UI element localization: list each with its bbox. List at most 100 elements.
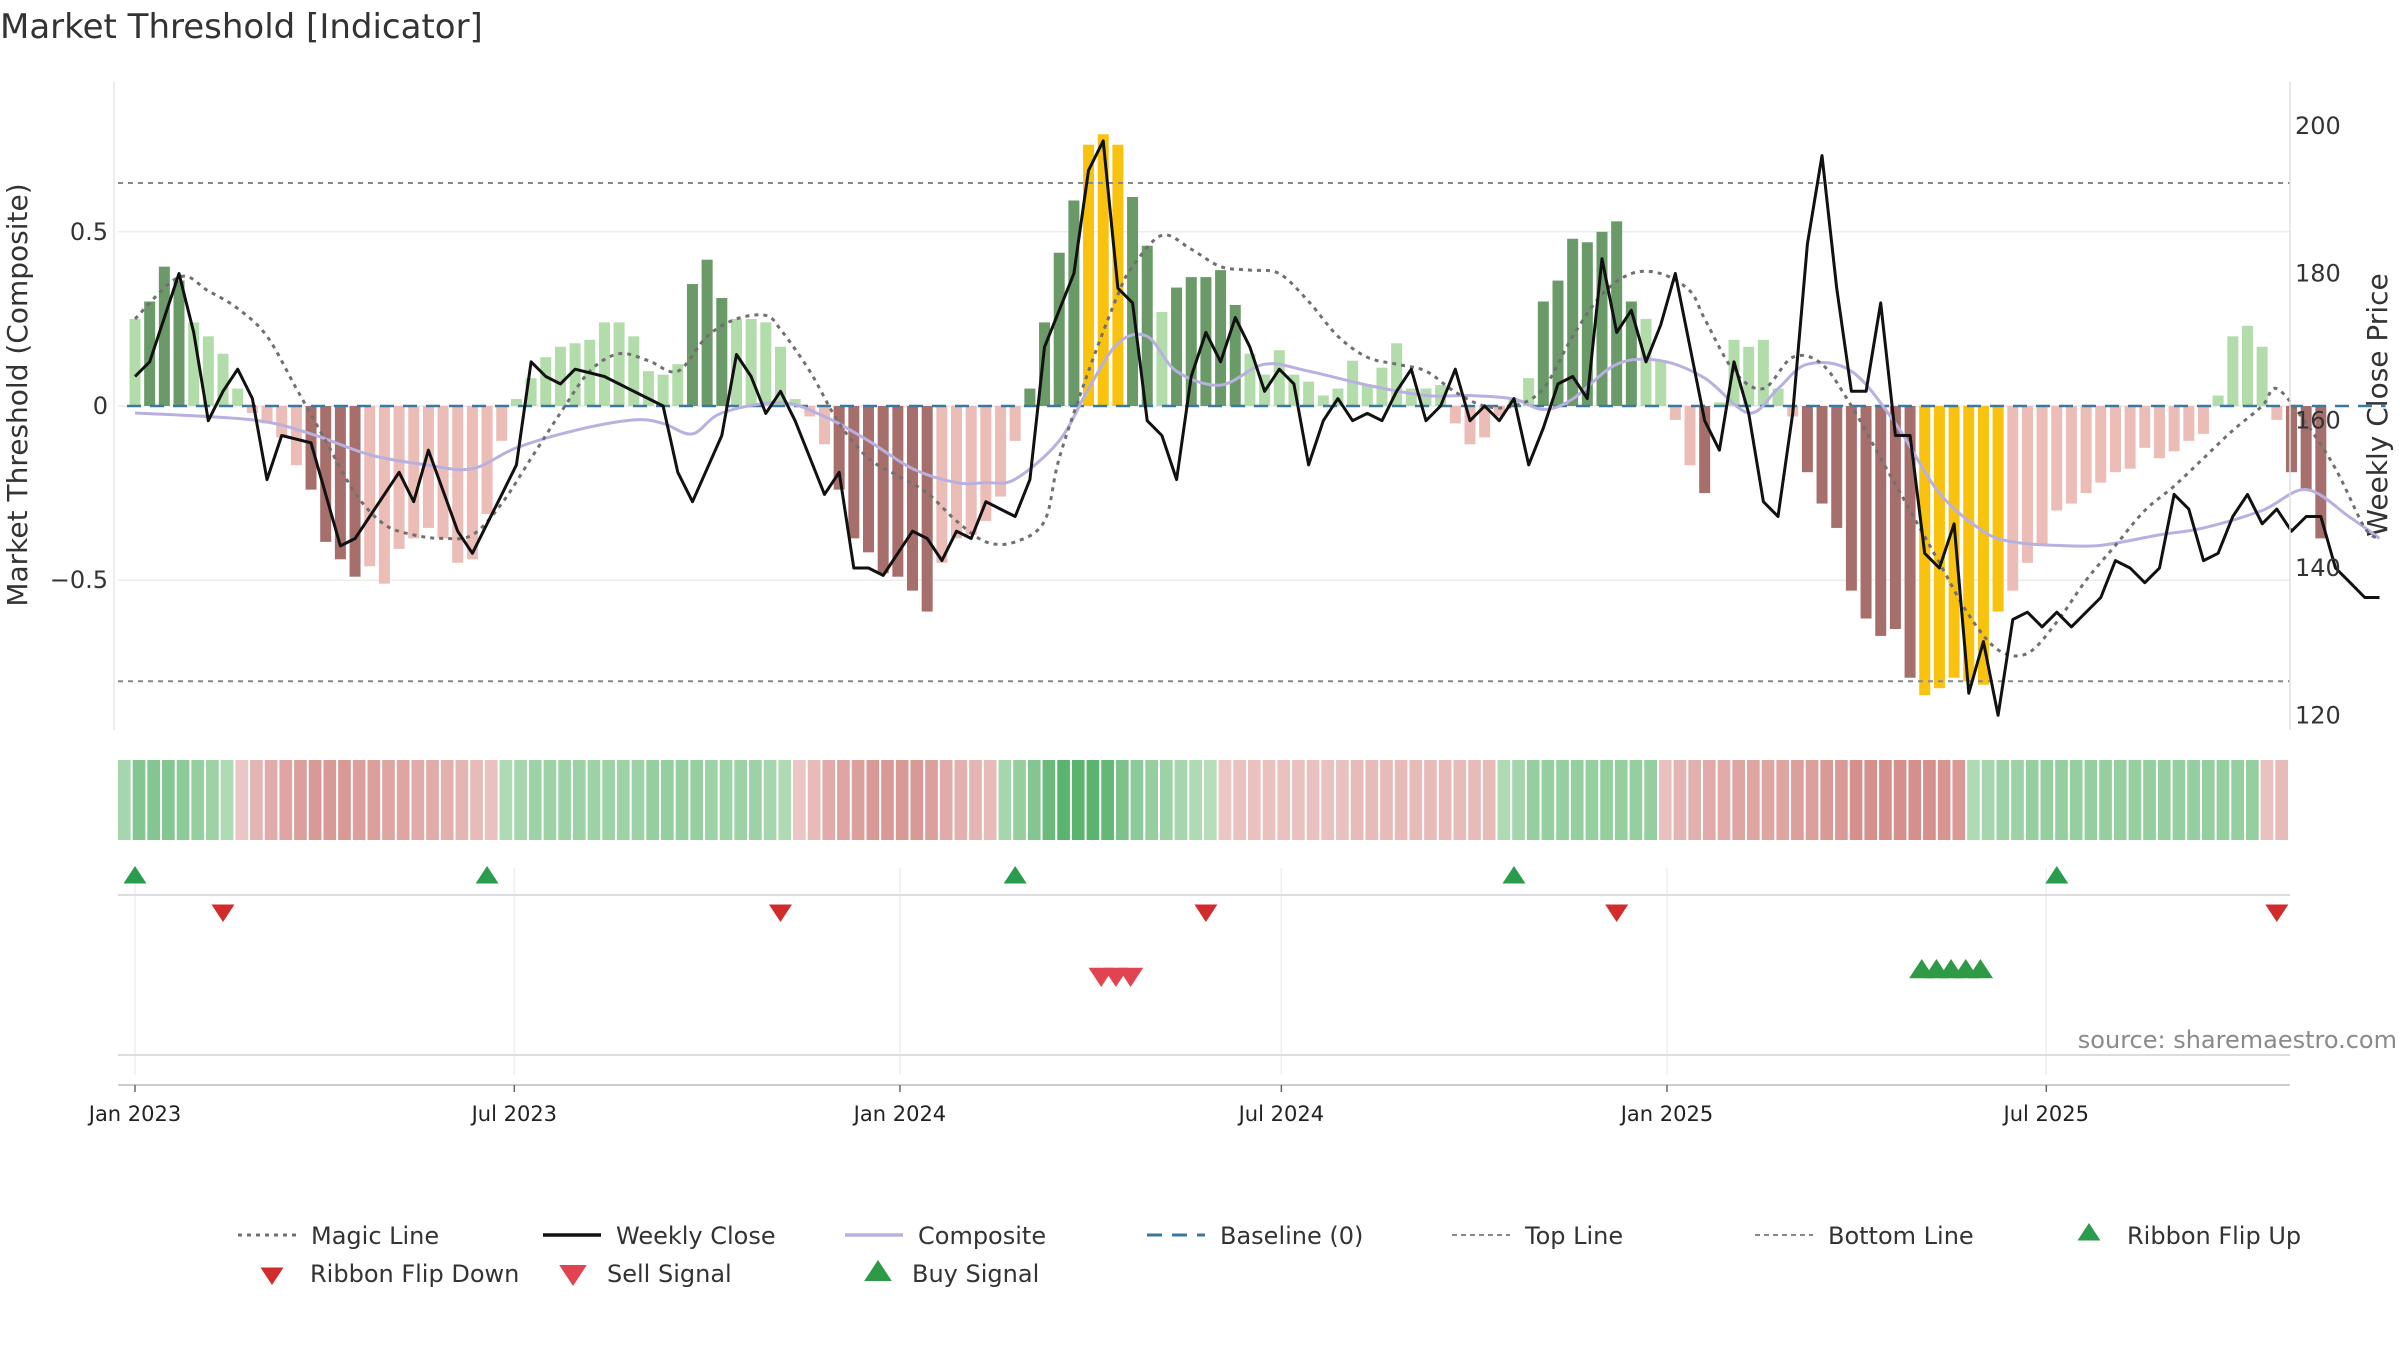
ribbon-cell-9 [250, 760, 263, 840]
ribbon-cell-13 [308, 760, 322, 840]
ribbon-cell-45 [778, 760, 792, 840]
bar-week-61 [1024, 388, 1036, 406]
bar-week-140 [2183, 406, 2195, 441]
legend: Magic Line Weekly Close Composite Baseline … [238, 1222, 2301, 1288]
ribbon-cell-132 [2055, 760, 2068, 840]
bar-week-38 [686, 284, 698, 406]
ribbon-cell-98 [1556, 760, 1569, 840]
legend-item-6: Ribbon Flip Up [2077, 1222, 2301, 1250]
ribbon-cell-108 [1702, 760, 1716, 840]
bar-week-49 [848, 406, 860, 539]
ribbon-cell-32 [587, 760, 601, 840]
ribbon-cell-111 [1747, 760, 1760, 840]
ribbon-cell-120 [1879, 760, 1892, 840]
bar-week-137 [2139, 406, 2151, 448]
ribbon-cell-94 [1497, 760, 1511, 840]
ribbon-cell-34 [616, 760, 630, 840]
bar-week-95 [1523, 378, 1535, 406]
right-tick-label-4: 120 [2295, 701, 2341, 729]
bar-week-90 [1449, 406, 1461, 424]
ribbon-cell-63 [1042, 760, 1056, 840]
ribbon-cell-60 [998, 760, 1012, 840]
x-tick-label-2: Jan 2024 [852, 1102, 947, 1126]
ribbon-cell-22 [440, 760, 454, 840]
ribbon-cell-7 [220, 760, 234, 840]
bar-week-64 [1068, 200, 1080, 406]
ribbon-cell-66 [1086, 760, 1100, 840]
bar-week-36 [657, 374, 669, 406]
legend-item-0: Magic Line [238, 1222, 439, 1250]
ribbon-cell-28 [528, 760, 542, 840]
bar-week-123 [1933, 406, 1945, 689]
bar-week-114 [1801, 406, 1813, 473]
ribbon-cell-96 [1526, 760, 1540, 840]
bar-week-14 [334, 406, 346, 560]
ribbon-cell-86 [1380, 760, 1393, 840]
bar-week-127 [1992, 406, 2004, 612]
bar-week-8 [246, 406, 258, 413]
ribbon-cell-97 [1541, 760, 1555, 840]
bar-week-18 [393, 406, 405, 549]
bar-week-75 [1229, 304, 1241, 406]
ribbon-cell-14 [323, 760, 337, 840]
bar-week-3 [173, 280, 185, 406]
bar-week-72 [1185, 277, 1197, 406]
bar-week-121 [1904, 406, 1916, 678]
y-axes: 0.5 0 −0.5 200 180 160 140 120 [50, 82, 2341, 730]
ribbon-cell-33 [602, 760, 615, 840]
bar-week-83 [1347, 360, 1359, 406]
ribbon-cell-43 [749, 760, 762, 840]
bar-week-63 [1053, 252, 1065, 406]
weekly-close-line [133, 139, 2380, 717]
ribbon-cell-128 [1996, 760, 2010, 840]
bar-week-126 [1977, 406, 1989, 685]
ribbon-cell-24 [470, 760, 483, 840]
ribbon-cell-21 [426, 760, 439, 840]
ribbon-flip-down-1 [768, 904, 792, 922]
ribbon-cell-129 [2011, 760, 2024, 840]
ribbon-cell-99 [1570, 760, 1584, 840]
bar-week-53 [907, 406, 919, 591]
bar-week-111 [1757, 339, 1769, 406]
bar-week-24 [481, 406, 493, 514]
bar-week-138 [2153, 406, 2165, 459]
bar-week-10 [276, 406, 288, 438]
ribbon-cell-87 [1394, 760, 1408, 840]
ribbon-flip-up-3 [1502, 866, 1526, 884]
bar-week-117 [1845, 406, 1857, 591]
ribbon-cell-95 [1512, 760, 1525, 840]
legend-item-3: Baseline (0) [1147, 1222, 1363, 1250]
bar-week-48 [833, 406, 845, 490]
ribbon-cell-140 [2172, 760, 2186, 840]
ribbon-cell-46 [793, 760, 806, 840]
ribbon-cell-88 [1409, 760, 1423, 840]
ribbon-cell-64 [1057, 760, 1070, 840]
ribbon-cell-26 [499, 760, 513, 840]
right-tick-label-1: 180 [2295, 259, 2341, 287]
sell-signal-2 [1117, 967, 1144, 987]
bar-week-141 [2197, 406, 2209, 434]
bar-week-142 [2212, 395, 2224, 406]
bar-week-28 [540, 357, 552, 406]
ribbon-cell-48 [822, 760, 836, 840]
bar-week-55 [936, 406, 948, 563]
ribbon-cell-130 [2025, 760, 2039, 840]
bar-week-134 [2095, 406, 2107, 483]
bar-week-26 [510, 399, 522, 406]
ribbon-cell-25 [484, 760, 498, 840]
ribbon-cell-133 [2069, 760, 2083, 840]
bar-week-78 [1273, 350, 1285, 406]
ribbon-cell-136 [2113, 760, 2127, 840]
bar-week-110 [1743, 346, 1755, 406]
ribbon-cell-82 [1321, 760, 1335, 840]
ribbon-flip-up-0 [123, 866, 147, 884]
ribbon-cell-44 [763, 760, 777, 840]
ribbon-cell-6 [206, 760, 219, 840]
ribbon-cell-52 [881, 760, 894, 840]
bar-week-60 [1009, 406, 1021, 441]
bar-week-57 [965, 406, 977, 535]
ribbon-flip-up-1 [475, 866, 499, 884]
bar-week-56 [951, 406, 963, 539]
legend-label-6: Ribbon Flip Up [2127, 1222, 2301, 1250]
ribbon-strip [118, 760, 2288, 840]
